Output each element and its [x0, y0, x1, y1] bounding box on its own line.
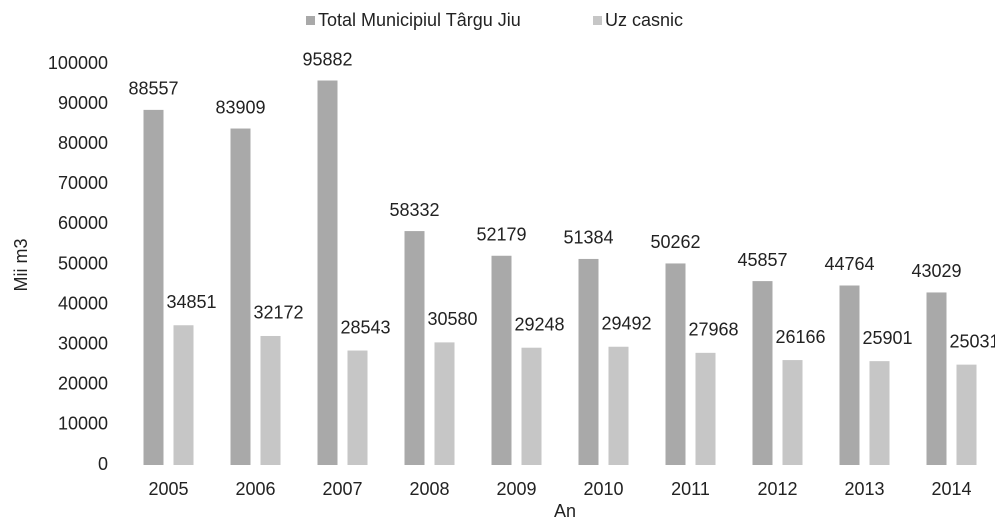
- value-label: 52179: [476, 225, 526, 245]
- value-label: 30580: [427, 309, 477, 329]
- value-label: 45857: [737, 250, 787, 270]
- x-tick-label: 2012: [757, 479, 797, 499]
- bar: [839, 285, 860, 465]
- bar: [926, 292, 947, 465]
- value-label: 83909: [215, 97, 265, 117]
- value-label: 58332: [389, 200, 439, 220]
- value-label: 50262: [650, 232, 700, 252]
- y-tick-label: 70000: [58, 173, 108, 193]
- value-label: 34851: [166, 292, 216, 312]
- value-label: 32172: [253, 303, 303, 323]
- x-tick-label: 2010: [583, 479, 623, 499]
- y-tick-label: 100000: [48, 53, 108, 73]
- y-tick-label: 10000: [58, 414, 108, 434]
- value-label: 88557: [128, 79, 178, 99]
- y-tick-label: 50000: [58, 253, 108, 273]
- y-tick-label: 20000: [58, 374, 108, 394]
- value-label: 25901: [862, 328, 912, 348]
- x-tick-label: 2009: [496, 479, 536, 499]
- x-axis-label: An: [554, 501, 576, 521]
- legend-swatch: [593, 16, 602, 25]
- bar: [782, 360, 803, 465]
- value-label: 27968: [688, 320, 738, 340]
- bar: [665, 263, 686, 465]
- bar: [347, 350, 368, 465]
- value-label: 95882: [302, 49, 352, 69]
- bar: [578, 258, 599, 465]
- y-tick-label: 30000: [58, 333, 108, 353]
- value-label: 29248: [514, 314, 564, 334]
- y-tick-label: 40000: [58, 293, 108, 313]
- x-tick-label: 2005: [148, 479, 188, 499]
- value-label: 51384: [563, 228, 613, 248]
- legend-label: Total Municipiul Târgu Jiu: [318, 10, 521, 30]
- legend-swatch: [306, 16, 315, 25]
- x-tick-label: 2014: [931, 479, 971, 499]
- value-label: 25031: [949, 331, 995, 351]
- value-label: 43029: [911, 261, 961, 281]
- bar: [752, 281, 773, 465]
- bar: [521, 347, 542, 465]
- x-tick-label: 2006: [235, 479, 275, 499]
- x-tick-label: 2013: [844, 479, 884, 499]
- bar: [404, 231, 425, 465]
- bar: [434, 342, 455, 465]
- y-tick-label: 90000: [58, 93, 108, 113]
- bar: [491, 255, 512, 465]
- bar: [608, 346, 629, 465]
- x-tick-label: 2011: [671, 479, 710, 499]
- y-axis-label: Mii m3: [11, 239, 31, 292]
- x-tick-label: 2007: [322, 479, 362, 499]
- bar: [956, 364, 977, 465]
- bar: [869, 361, 890, 465]
- value-label: 28543: [340, 317, 390, 337]
- y-tick-label: 80000: [58, 133, 108, 153]
- value-label: 26166: [775, 327, 825, 347]
- value-label: 44764: [824, 254, 874, 274]
- y-tick-label: 0: [98, 454, 108, 474]
- bar: [317, 80, 338, 465]
- legend-label: Uz casnic: [605, 10, 683, 30]
- bar: [230, 128, 251, 465]
- y-tick-label: 60000: [58, 213, 108, 233]
- bar: [260, 335, 281, 465]
- x-tick-label: 2008: [409, 479, 449, 499]
- value-label: 29492: [601, 313, 651, 333]
- bar: [695, 352, 716, 465]
- bar: [173, 325, 194, 465]
- bar: [143, 109, 164, 466]
